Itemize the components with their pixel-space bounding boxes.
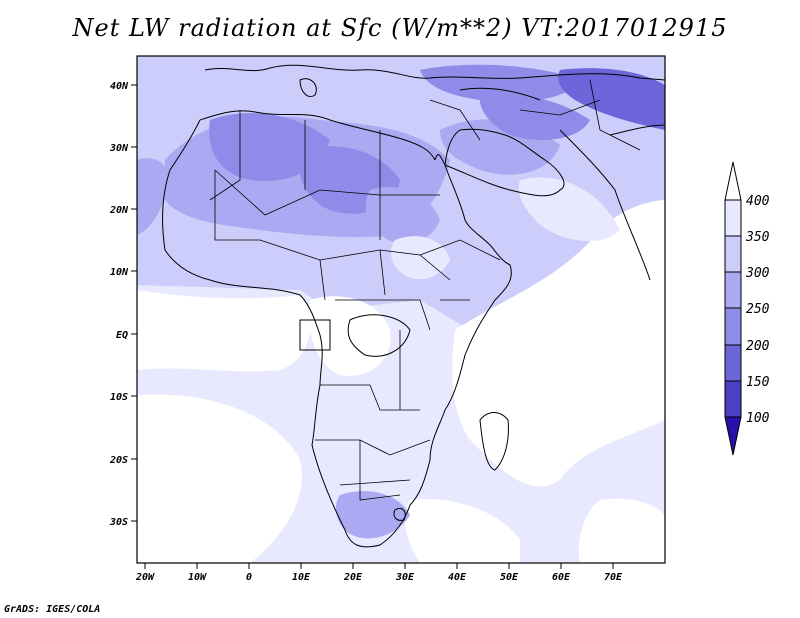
lon-label: 50E — [500, 572, 519, 583]
latitude-axis: 40N 30N 20N 10N EQ 10S 20S 30S — [109, 81, 137, 528]
colorbar-segment — [724, 199, 742, 237]
color-bar: 400 350 300 250 200 150 100 — [724, 161, 770, 456]
country-borders — [209, 79, 641, 501]
lon-label: 10E — [292, 572, 311, 583]
colorbar-label: 300 — [745, 266, 770, 281]
lat-label: 30S — [109, 517, 128, 528]
map-title: Net LW radiation at Sfc (W/m**2) VT:2017… — [72, 14, 728, 42]
map-frame — [136, 55, 666, 564]
lat-label: 20N — [109, 205, 129, 216]
colorbar-label: 100 — [746, 411, 770, 426]
colorbar-label: 250 — [746, 302, 770, 317]
colorbar-top-arrow — [724, 161, 742, 201]
colorbar-label: 350 — [745, 230, 770, 245]
lat-label: 30N — [109, 143, 129, 154]
lon-label: 30E — [395, 572, 415, 583]
lon-label: 0 — [246, 572, 252, 583]
radiation-field — [137, 56, 665, 563]
longitude-axis: 20W 10W 0 10E 20E 30E 40E 50E 60E 70E — [135, 563, 623, 583]
lon-label: 60E — [552, 572, 571, 583]
colorbar-label: 150 — [746, 375, 770, 390]
lat-label: 20S — [109, 455, 128, 466]
colorbar-label: 200 — [746, 339, 770, 354]
colorbar-segment — [724, 235, 742, 273]
lon-label: 40E — [448, 572, 467, 583]
lon-label: 20E — [343, 572, 363, 583]
colorbar-bottom-arrow — [724, 416, 742, 456]
colorbar-segment — [724, 307, 742, 346]
lat-label: EQ — [116, 330, 128, 341]
grads-credit: GrADS: IGES/COLA — [4, 604, 101, 615]
lon-label: 20W — [135, 572, 155, 583]
lat-label: 40N — [110, 81, 129, 92]
lon-label: 10W — [188, 572, 207, 583]
colorbar-segment — [724, 380, 742, 418]
lat-label: 10N — [110, 267, 129, 278]
lat-label: 10S — [110, 392, 128, 403]
coastlines — [162, 64, 665, 548]
lon-label: 70E — [604, 572, 623, 583]
colorbar-label: 400 — [746, 194, 770, 209]
colorbar-segment — [724, 344, 742, 382]
colorbar-segment — [724, 271, 742, 309]
